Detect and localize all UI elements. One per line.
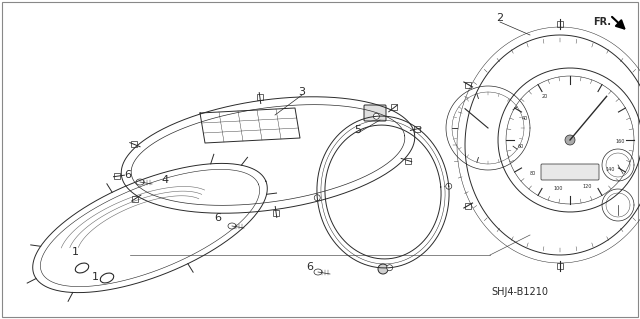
Circle shape [373,113,380,119]
Bar [405,158,411,164]
Circle shape [565,135,575,145]
Text: 40: 40 [522,115,528,121]
Text: 60: 60 [517,145,524,150]
Bar [557,21,563,27]
Text: 20: 20 [542,94,548,99]
Text: 1: 1 [92,272,99,282]
Text: 5: 5 [355,125,362,135]
Bar [465,203,471,209]
Text: 160: 160 [615,139,625,144]
Text: 4: 4 [161,175,168,185]
Text: 3: 3 [298,87,305,97]
Bar [557,263,563,269]
Bar [273,211,279,216]
Bar [391,104,397,110]
Bar [115,173,120,179]
Circle shape [378,264,388,274]
Circle shape [445,183,452,189]
Text: 6: 6 [214,213,221,223]
FancyBboxPatch shape [364,105,386,121]
Bar [465,81,471,87]
Bar [132,196,138,202]
Text: 140: 140 [606,167,615,172]
Text: 80: 80 [530,171,536,176]
Text: 100: 100 [553,186,563,191]
Text: FR.: FR. [593,17,611,27]
Text: 120: 120 [582,184,592,189]
Circle shape [387,265,392,271]
Text: 6: 6 [125,170,131,180]
Bar [257,93,263,100]
Text: 1: 1 [72,247,79,257]
Circle shape [314,195,320,201]
Text: SHJ4-B1210: SHJ4-B1210 [492,287,548,297]
Bar [414,126,420,132]
Text: 6: 6 [307,262,314,272]
FancyBboxPatch shape [541,164,599,180]
Text: 2: 2 [497,13,504,23]
Bar [131,141,136,147]
